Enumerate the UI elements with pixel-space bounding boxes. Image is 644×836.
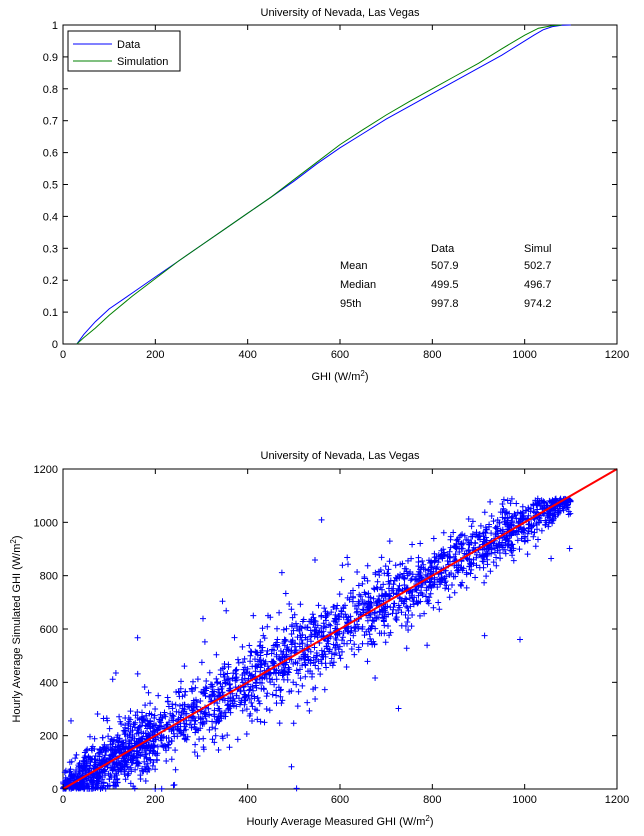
stats-row-data-value: 507.9 (431, 260, 459, 272)
cdf-x-tick-label: 1000 (512, 349, 536, 361)
stats-row-simul-value: 496.7 (524, 279, 552, 291)
scatter-y-tick-label: 400 (40, 677, 58, 689)
stats-row-label: Median (340, 279, 376, 291)
cdf-x-tick-label: 400 (238, 349, 256, 361)
stats-row-simul-value: 974.2 (524, 298, 552, 310)
scatter-fit-line (62, 468, 618, 790)
cdf-x-tick-label: 0 (60, 349, 66, 361)
cdf-y-tick-label: 0.3 (43, 243, 58, 255)
cdf-chart: University of Nevada, Las Vegas 0 200 400 6… (43, 7, 630, 383)
scatter-x-tick-label: 1000 (512, 794, 536, 806)
cdf-y-tick-label: 0.7 (43, 116, 58, 128)
cdf-y-tick-label: 0 (52, 339, 58, 351)
stats-row-simul-value: 502.7 (524, 260, 552, 272)
cdf-chart-title: University of Nevada, Las Vegas (261, 7, 420, 19)
scatter-y-tick-label: 200 (40, 731, 58, 743)
cdf-series-line-data (76, 24, 571, 345)
cdf-y-tick-label: 0.6 (43, 148, 58, 160)
scatter-x-tick-label: 600 (331, 794, 349, 806)
stats-row-label: 95th (340, 298, 361, 310)
cdf-plot-area: 0 200 400 600 800 1000 1200 0 0.1 0.2 0.3 0.4 0.5 0.6… (43, 20, 630, 361)
cdf-axes-box (62, 24, 618, 345)
scatter-x-tick-label: 1200 (605, 794, 629, 806)
stats-header-simul: Simul (524, 243, 552, 255)
legend-simulation-label: Simulation (117, 56, 168, 68)
scatter-y-tick-label: 600 (40, 624, 58, 636)
scatter-plot-area: 0 200 400 600 800 1000 1200 0 200 400 600 800 1000 12… (34, 464, 630, 806)
scatter-y-tick-label: 1200 (34, 464, 58, 476)
scatter-x-tick-label: 0 (60, 794, 66, 806)
cdf-legend-box (67, 30, 181, 72)
scatter-x-tick-label: 400 (238, 794, 256, 806)
cdf-x-axis-label: GHI (W/m2) (311, 369, 368, 384)
cdf-y-tick-label: 0.9 (43, 52, 58, 64)
scatter-y-tick-label: 0 (52, 784, 58, 796)
cdf-x-tick-label: 1200 (605, 349, 629, 361)
cdf-x-tick-label: 800 (423, 349, 441, 361)
stats-row-data-value: 997.8 (431, 298, 459, 310)
stats-header-data: Data (431, 243, 455, 255)
stats-row-data-value: 499.5 (431, 279, 459, 291)
scatter-x-axis-label: Hourly Average Measured GHI (W/m2) (246, 814, 433, 829)
stats-row-label: Mean (340, 260, 368, 272)
cdf-x-tick-label: 200 (146, 349, 164, 361)
scatter-y-axis-label: Hourly Average Simulated GHI (W/m2) (9, 535, 24, 722)
scatter-x-tick-label: 800 (423, 794, 441, 806)
cdf-y-tick-label: 0.8 (43, 84, 58, 96)
cdf-legend: Data Simulation (67, 30, 181, 72)
scatter-chart-title: University of Nevada, Las Vegas (261, 450, 420, 462)
scatter-y-tick-label: 800 (40, 571, 58, 583)
cdf-y-tick-label: 0.5 (43, 180, 58, 192)
cdf-y-tick-label: 0.1 (43, 307, 58, 319)
cdf-y-tick-label: 0.4 (43, 211, 58, 223)
scatter-y-tick-label: 1000 (34, 517, 58, 529)
scatter-chart: University of Nevada, Las Vegas 0 200 400 6… (9, 450, 630, 828)
cdf-series-line-simulation (76, 24, 562, 345)
legend-data-label: Data (117, 39, 141, 51)
cdf-stats-table: Data Simul Mean 507.9 502.7 Median 499.5… (340, 243, 552, 310)
cdf-x-tick-label: 600 (331, 349, 349, 361)
cdf-y-tick-label: 0.2 (43, 275, 58, 287)
cdf-y-tick-label: 1 (52, 20, 58, 32)
scatter-x-tick-label: 200 (146, 794, 164, 806)
